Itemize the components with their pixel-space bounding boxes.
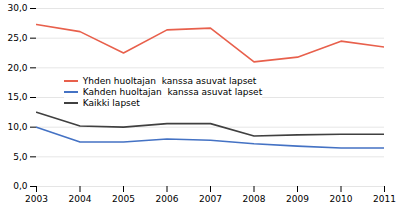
html-text:Kaikki lapset: Kaikki lapset (82, 97, 140, 108)
svg-text:5,0: 5,0 (13, 152, 28, 162)
html-text:Kahden huoltajan kanssa asuvat: Kahden huoltajan kanssa asuvat lapset (82, 86, 263, 97)
svg-text:2009: 2009 (286, 194, 309, 204)
svg-text:10,0: 10,0 (7, 122, 27, 132)
svg-text:20,0: 20,0 (7, 63, 27, 73)
svg-text:15,0: 15,0 (7, 92, 27, 102)
svg-text:2003: 2003 (25, 194, 48, 204)
svg-text:30,0: 30,0 (7, 3, 27, 13)
svg-text:2006: 2006 (156, 194, 179, 204)
svg-text:2007: 2007 (199, 194, 222, 204)
svg-text:2008: 2008 (243, 194, 266, 204)
svg-text:0,0: 0,0 (13, 181, 28, 191)
svg-text:2010: 2010 (330, 194, 353, 204)
svg-text:25,0: 25,0 (7, 33, 27, 43)
html-text:Yhden huoltajan kanssa asuvat: Yhden huoltajan kanssa asuvat lapset (82, 75, 257, 86)
svg-text:2005: 2005 (112, 194, 135, 204)
svg-text:2011: 2011 (373, 194, 396, 204)
svg-text:2004: 2004 (69, 194, 92, 204)
